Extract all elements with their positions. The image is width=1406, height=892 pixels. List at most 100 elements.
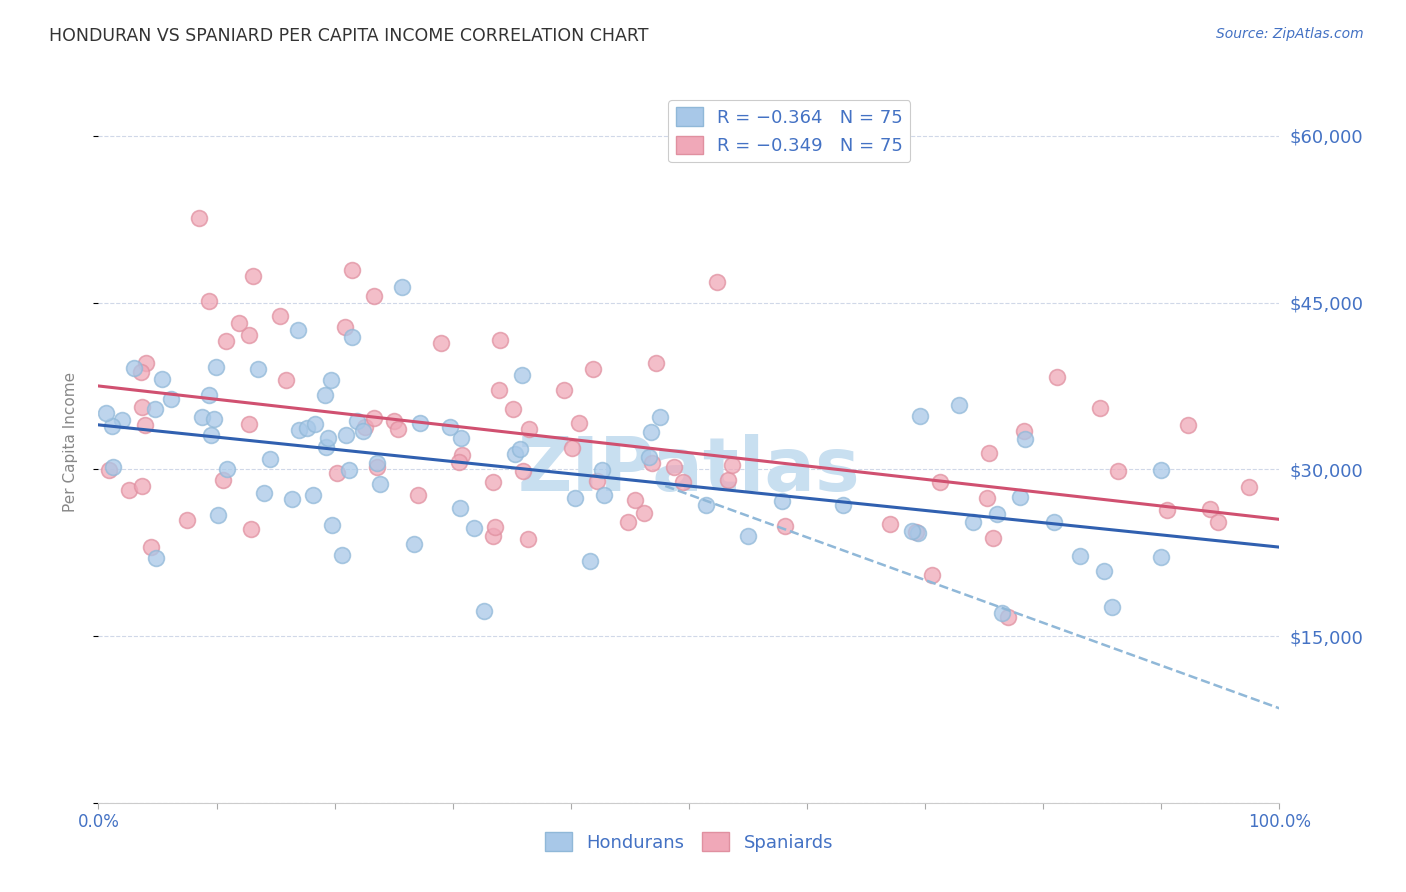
Point	[509, 442, 531, 457]
Point	[447, 455, 470, 469]
Point	[302, 488, 325, 502]
Point	[439, 420, 461, 434]
Point	[319, 373, 342, 387]
Point	[482, 475, 505, 489]
Point	[269, 310, 291, 324]
Point	[333, 320, 356, 334]
Point	[318, 431, 340, 445]
Point	[188, 211, 211, 226]
Point	[997, 609, 1019, 624]
Text: HONDURAN VS SPANIARD PER CAPITA INCOME CORRELATION CHART: HONDURAN VS SPANIARD PER CAPITA INCOME C…	[49, 27, 648, 45]
Point	[1150, 550, 1173, 565]
Point	[616, 515, 638, 529]
Point	[409, 416, 432, 430]
Point	[623, 492, 645, 507]
Point	[720, 458, 742, 472]
Point	[706, 276, 728, 290]
Point	[207, 508, 229, 522]
Point	[640, 425, 662, 439]
Point	[981, 531, 1004, 545]
Point	[928, 475, 950, 489]
Point	[122, 361, 145, 376]
Point	[129, 365, 152, 379]
Point	[253, 486, 276, 500]
Point	[321, 518, 343, 533]
Point	[1008, 490, 1031, 504]
Point	[484, 520, 506, 534]
Point	[586, 474, 609, 488]
Point	[370, 476, 392, 491]
Point	[131, 401, 153, 415]
Point	[770, 494, 793, 508]
Point	[200, 428, 222, 442]
Point	[567, 416, 589, 430]
Point	[503, 447, 526, 461]
Point	[238, 417, 260, 432]
Point	[1043, 515, 1066, 529]
Point	[198, 388, 221, 402]
Point	[391, 280, 413, 294]
Point	[582, 362, 605, 376]
Point	[481, 529, 503, 543]
Point	[259, 452, 281, 467]
Point	[205, 359, 228, 374]
Point	[449, 500, 471, 515]
Point	[406, 487, 429, 501]
Point	[191, 410, 214, 425]
Point	[332, 548, 354, 562]
Point	[342, 263, 364, 277]
Point	[118, 483, 141, 497]
Point	[134, 356, 156, 370]
Point	[717, 473, 740, 487]
Point	[98, 463, 121, 477]
Point	[1156, 503, 1178, 517]
Point	[366, 456, 388, 470]
Point	[991, 607, 1014, 621]
Point	[94, 406, 117, 420]
Point	[662, 460, 685, 475]
Point	[342, 330, 364, 344]
Point	[593, 488, 616, 502]
Point	[238, 328, 260, 343]
Point	[101, 459, 124, 474]
Point	[145, 551, 167, 566]
Point	[633, 506, 655, 520]
Point	[366, 459, 388, 474]
Point	[463, 521, 485, 535]
Point	[363, 288, 385, 302]
Point	[281, 491, 304, 506]
Point	[591, 462, 613, 476]
Point	[976, 491, 998, 506]
Point	[145, 401, 167, 416]
Point	[240, 522, 263, 536]
Point	[561, 441, 583, 455]
Point	[387, 422, 409, 436]
Point	[352, 424, 374, 438]
Point	[202, 411, 225, 425]
Point	[695, 498, 717, 512]
Point	[228, 316, 250, 330]
Point	[176, 513, 198, 527]
Point	[977, 446, 1000, 460]
Point	[645, 356, 668, 370]
Text: ZIPatlas: ZIPatlas	[517, 434, 860, 507]
Point	[640, 456, 662, 470]
Point	[402, 536, 425, 550]
Point	[335, 428, 357, 442]
Point	[488, 383, 510, 397]
Point	[907, 525, 929, 540]
Point	[1046, 370, 1069, 384]
Point	[517, 422, 540, 436]
Point	[579, 554, 602, 568]
Point	[246, 362, 269, 376]
Point	[1150, 463, 1173, 477]
Point	[921, 567, 943, 582]
Point	[215, 462, 238, 476]
Point	[737, 529, 759, 543]
Point	[274, 373, 297, 387]
Point	[346, 414, 368, 428]
Point	[1090, 401, 1112, 415]
Point	[905, 524, 928, 539]
Point	[489, 333, 512, 347]
Point	[637, 450, 659, 465]
